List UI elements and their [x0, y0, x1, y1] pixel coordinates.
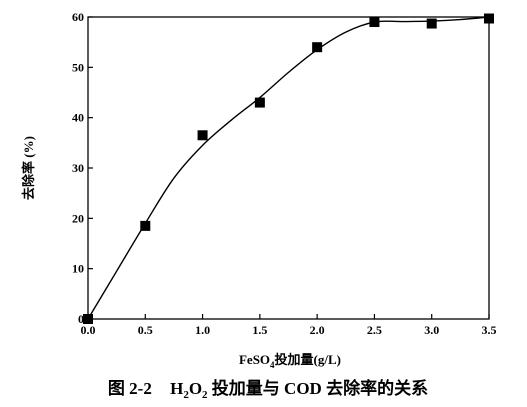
plot-frame [87, 16, 490, 320]
data-point [312, 42, 323, 53]
x-tick-label: 1.0 [195, 323, 210, 337]
x-axis-label-main: FeSO [239, 352, 270, 367]
y-tick-label: 40 [72, 111, 84, 125]
data-point [254, 97, 265, 108]
x-axis-label-rest: 投加量(g/L) [275, 352, 341, 367]
figure-caption: 图 2-2 H2O2 投加量与 COD 去除率的关系 [108, 378, 428, 401]
fit-curve-layer [87, 16, 490, 320]
x-tick-label: 2.0 [310, 323, 325, 337]
x-tick-label: 2.5 [367, 323, 382, 337]
x-tick-label: 3.5 [482, 323, 497, 337]
x-axis-label-sub: 4 [270, 360, 275, 370]
y-tick-label: 0 [78, 312, 84, 326]
axis-ticks: 0.0 0.5 1.0 1.5 2.0 2.5 3.0 3.5 0 10 20 30 40 50 60 [72, 10, 497, 337]
data-point [484, 13, 494, 24]
caption-prefix: 图 2-2 [108, 379, 152, 398]
data-point [83, 314, 93, 324]
y-axis-label: 去除率 (%) [21, 136, 36, 200]
data-point [197, 130, 208, 141]
data-points [83, 13, 494, 324]
data-point [369, 17, 380, 28]
y-tick-label: 10 [72, 262, 84, 276]
x-tick-label: 1.5 [252, 323, 267, 337]
x-axis-label: FeSO4投加量(g/L) [239, 352, 341, 370]
caption-h-sub: 2 [183, 389, 189, 401]
data-point [426, 18, 437, 29]
data-point [140, 220, 151, 231]
plot-area [87, 16, 490, 320]
y-tick-label: 20 [72, 211, 84, 225]
x-tick-label: 0.0 [81, 323, 96, 337]
caption-h: H [170, 379, 183, 398]
caption-o: O [189, 379, 202, 398]
y-tick-label: 50 [72, 60, 84, 74]
fit-curve-line [87, 16, 490, 320]
x-tick-label: 3.0 [424, 323, 439, 337]
y-tick-label: 30 [72, 161, 84, 175]
y-tick-label: 60 [72, 10, 84, 24]
x-tick-label: 0.5 [138, 323, 153, 337]
caption-o-sub: 2 [202, 389, 208, 401]
caption-rest: 投加量与 COD 去除率的关系 [208, 378, 429, 398]
